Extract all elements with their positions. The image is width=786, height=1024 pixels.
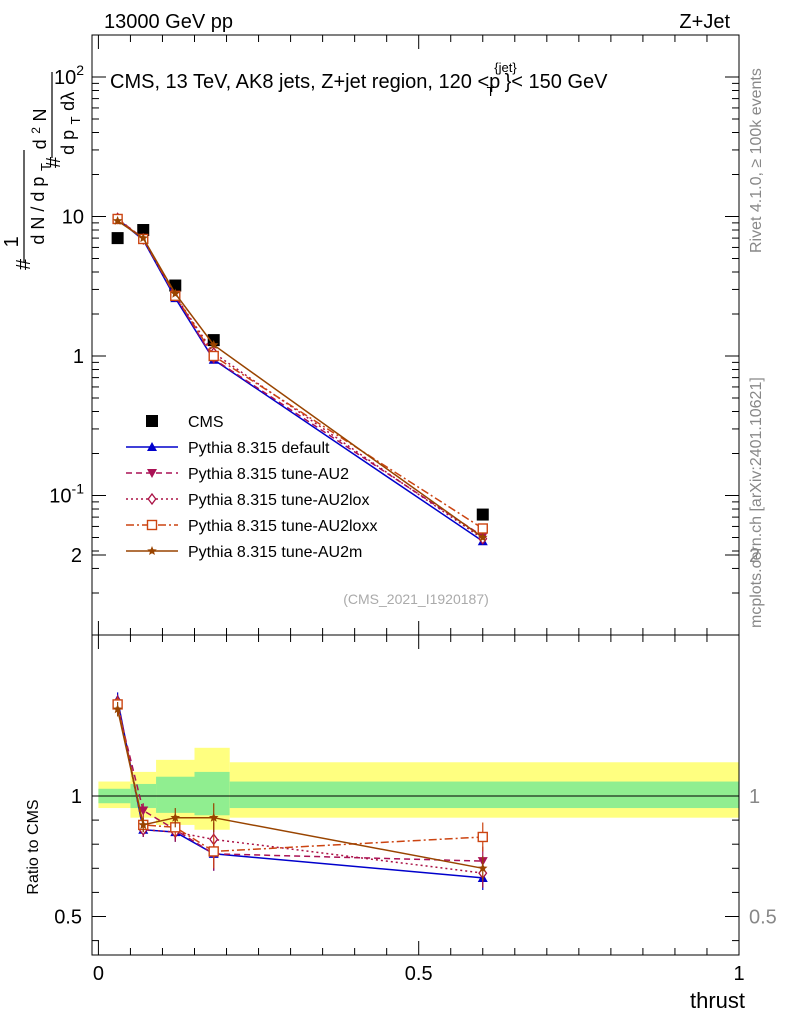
ratio-data-series <box>112 692 488 890</box>
data-point <box>111 232 124 245</box>
data-point <box>477 523 488 534</box>
ratio-y-tick-label-right: 2 <box>749 545 760 567</box>
legend-label: Pythia 8.315 tune-AU2loxx <box>188 518 377 535</box>
series-pythia-8-315-tune-au2loxx <box>112 213 488 534</box>
legend-marker <box>147 492 157 506</box>
mcplots-source-label: mcplots.cern.ch [arXiv:2401.10621] <box>748 377 765 628</box>
main-axis-ticks: 10-1 1 10 102 <box>49 34 740 636</box>
ratio-data-point <box>112 704 123 714</box>
series-line <box>117 220 484 539</box>
y-tick-label: 1 <box>73 346 84 368</box>
y-tick-label: 10-1 <box>49 480 84 507</box>
ratio-data-point <box>138 819 148 829</box>
main-y-axis-label: # 1 d N / d p T # d 2 N d p T dλ <box>1 72 85 270</box>
x-tick-label: 0.5 <box>405 963 433 985</box>
ratio-y-tick-label: 2 <box>71 545 82 567</box>
legend-marker <box>147 442 157 451</box>
legend-marker <box>147 469 157 478</box>
analysis-tag: (CMS_2021_I1920187) <box>343 591 489 607</box>
legend-entry: Pythia 8.315 tune-AU2loxx <box>126 518 377 535</box>
rivet-version-label: Rivet 4.1.0, ≥ 100k events <box>748 68 765 253</box>
ratio-y-tick-label-right: 1 <box>749 786 760 808</box>
header-left-label: 13000 GeV pp <box>104 11 233 33</box>
data-point <box>137 224 150 237</box>
ratio-y-axis-label: Ratio to CMS <box>25 799 42 894</box>
svg-text:# 1 d N / d p: # 1 d N / d p T <box>1 163 53 270</box>
data-point <box>208 350 219 362</box>
ratio-band-inner <box>194 771 230 816</box>
data-point <box>170 288 180 298</box>
legend-entry: Pythia 8.315 tune-AU2m <box>126 544 362 561</box>
legend-label: Pythia 8.315 tune-AU2 <box>188 466 349 483</box>
data-point <box>476 508 489 521</box>
legend-marker <box>147 546 157 555</box>
legend: CMS Pythia 8.315 default Pythia 8.315 tune… <box>126 414 377 561</box>
series-line <box>117 217 484 540</box>
legend-marker <box>146 519 158 531</box>
data-point <box>209 340 219 349</box>
data-point <box>112 215 123 225</box>
ratio-data-point <box>208 846 219 857</box>
x-tick-label: 1 <box>733 963 744 985</box>
main-plot-panel: 10-1 1 10 102 CMS, 13 TeV, AK8 jets, Z+jet … <box>49 34 740 636</box>
y-tick-label: 102 <box>54 62 84 89</box>
ratio-band-inner <box>156 776 195 813</box>
ratio-y-tick-label: 0.5 <box>54 907 82 929</box>
legend-label: CMS <box>188 414 224 431</box>
legend-marker <box>146 415 158 427</box>
ratio-band-inner <box>229 781 739 809</box>
main-data-series <box>111 212 489 546</box>
ratio-data-point <box>478 863 488 873</box>
legend-label: Pythia 8.315 default <box>188 440 330 457</box>
legend-label: Pythia 8.315 tune-AU2lox <box>188 492 369 509</box>
series-pythia-8-315-tune-au2m <box>112 215 488 542</box>
ratio-plot-frame <box>91 634 740 956</box>
data-point <box>138 233 148 243</box>
svg-text:# d 2 N: # d 2 N d p T dλ <box>23 92 85 168</box>
ratio-y-tick-label: 1 <box>71 786 82 808</box>
y-tick-label: 10 <box>62 206 84 228</box>
ratio-uncertainty-bands <box>98 747 739 830</box>
legend-entry: Pythia 8.315 tune-AU2 <box>126 466 349 483</box>
ratio-series-pythia-8-315-tune-au2m <box>112 702 488 881</box>
legend-label: Pythia 8.315 tune-AU2m <box>188 544 362 561</box>
legend-entry: Pythia 8.315 tune-AU2lox <box>126 492 369 509</box>
ratio-axis-ticks: 0.5 0.5 1 1 2 2 0 0.5 1 <box>54 545 777 985</box>
x-tick-label: 0 <box>93 963 104 985</box>
main-plot-title: CMS, 13 TeV, AK8 jets, Z+jet region, 120… <box>110 60 608 99</box>
data-point <box>478 532 488 542</box>
legend-entry: CMS <box>146 414 224 431</box>
legend-entry: Pythia 8.315 default <box>126 440 330 457</box>
ratio-y-tick-label-right: 0.5 <box>749 907 777 929</box>
ratio-data-point <box>209 812 219 822</box>
ratio-data-point <box>170 812 180 822</box>
x-axis-label: thrust <box>690 988 745 1013</box>
ratio-data-point <box>138 806 149 816</box>
series-line <box>117 218 484 537</box>
ratio-plot-panel: 0.5 0.5 1 1 2 2 0 0.5 1 Ratio to CMS thrust <box>25 545 777 1013</box>
ratio-data-point <box>477 831 488 843</box>
header-right-label: Z+Jet <box>679 11 730 33</box>
series-cms <box>111 224 489 521</box>
